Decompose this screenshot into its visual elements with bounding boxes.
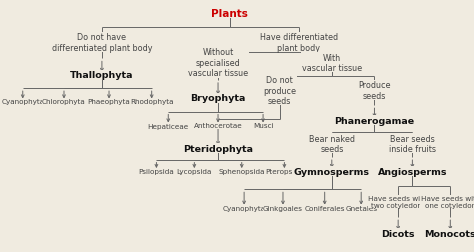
Text: Ginkgoales: Ginkgoales — [263, 205, 303, 211]
Text: Pteropsida: Pteropsida — [265, 168, 303, 174]
Text: Phaeophyta: Phaeophyta — [88, 99, 130, 105]
Text: Bryophyta: Bryophyta — [191, 94, 246, 103]
Text: Do not have
differentiated plant body: Do not have differentiated plant body — [52, 33, 152, 52]
Text: Pteridophyta: Pteridophyta — [183, 144, 253, 153]
Text: Dicots: Dicots — [382, 229, 415, 238]
Text: Hepaticeae: Hepaticeae — [147, 123, 189, 129]
Text: With
vascular tissue: With vascular tissue — [302, 53, 362, 73]
Text: Chlorophyta: Chlorophyta — [42, 99, 86, 105]
Text: Have differentiated
plant body: Have differentiated plant body — [260, 33, 337, 52]
Text: Bear naked
seeds: Bear naked seeds — [309, 134, 355, 153]
Text: Gymnosperms: Gymnosperms — [294, 167, 370, 176]
Text: Monocots: Monocots — [425, 229, 474, 238]
Text: Plants: Plants — [211, 9, 248, 19]
Text: Sphenopsida: Sphenopsida — [219, 168, 265, 174]
Text: Phanerogamae: Phanerogamae — [334, 116, 415, 125]
Text: Cyanophyta: Cyanophyta — [223, 205, 265, 211]
Text: Anthocerotae: Anthocerotae — [194, 123, 242, 129]
Text: Psilopsida: Psilopsida — [138, 168, 174, 174]
Text: Thallophyta: Thallophyta — [70, 71, 134, 80]
Text: Rhodophyta: Rhodophyta — [130, 99, 173, 105]
Text: Produce
seeds: Produce seeds — [358, 81, 391, 100]
Text: Angiosperms: Angiosperms — [378, 167, 447, 176]
Text: Have seeds with
two cotyledons: Have seeds with two cotyledons — [368, 195, 428, 208]
Text: Without
specialised
vascular tissue: Without specialised vascular tissue — [188, 48, 248, 78]
Text: Have seeds with
one cotyledon: Have seeds with one cotyledon — [420, 195, 474, 208]
Text: Gnetales: Gnetales — [345, 205, 377, 211]
Text: Bear seeds
inside fruits: Bear seeds inside fruits — [389, 134, 436, 153]
Text: Musci: Musci — [253, 123, 273, 129]
Text: Lycopsida: Lycopsida — [177, 168, 212, 174]
Text: Coniferales: Coniferales — [304, 205, 345, 211]
Text: Do not
produce
seeds: Do not produce seeds — [263, 76, 296, 106]
Text: Cyanophyta: Cyanophyta — [1, 99, 44, 105]
